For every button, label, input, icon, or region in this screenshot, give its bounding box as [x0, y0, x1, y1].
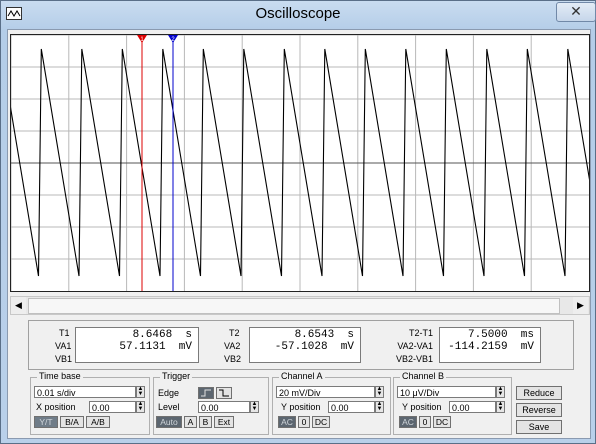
cursor-1-marker-icon	[137, 35, 147, 43]
window-title: Oscilloscope	[255, 5, 341, 22]
edge-label: Edge	[158, 388, 180, 398]
xpos-field[interactable]: 0.00	[89, 401, 136, 413]
readout-box-3: 7.5000 ms -114.2159 mV	[439, 327, 541, 363]
timebase-spin-icon[interactable]: ▲ ▼	[136, 386, 145, 398]
title-bar[interactable]: Oscilloscope ✕	[1, 1, 596, 29]
horizontal-scrollbar[interactable]: ◀ ▶	[10, 296, 590, 315]
timebase-title: Time base	[37, 371, 83, 381]
channel-a-group: Channel A 20 mV/Div ▲ ▼ Y position 0.00 ▲…	[272, 371, 391, 435]
level-field[interactable]: 0.00	[198, 401, 250, 413]
level-label: Level	[158, 402, 180, 412]
channel-b-scale-spin-icon[interactable]: ▲ ▼	[496, 386, 505, 398]
channel-b-dc-button[interactable]: DC	[433, 416, 451, 428]
readout-box-1: 8.6468 s 57.1131 mV	[75, 327, 199, 363]
channel-a-title: Channel A	[279, 371, 325, 381]
t1-value: 8.6468 s	[132, 329, 192, 341]
rising-edge-icon[interactable]	[198, 387, 214, 399]
trigger-auto-button[interactable]: Auto	[156, 416, 182, 428]
falling-edge-icon[interactable]	[216, 387, 232, 399]
channel-b-ypos-spin-icon[interactable]: ▲ ▼	[496, 401, 505, 413]
trigger-a-button[interactable]: A	[184, 416, 197, 428]
va1-value: 57.1131 mV	[119, 341, 192, 353]
channel-a-trace	[0, 48, 596, 277]
va1-label: VA1	[55, 341, 72, 351]
cursor-2-label: 2	[171, 37, 175, 43]
close-button[interactable]: ✕	[556, 2, 596, 22]
dt-value: 7.5000 ms	[467, 329, 534, 341]
t2-label: T2	[229, 328, 240, 338]
t2-t1-label: T2-T1	[408, 328, 433, 338]
channel-b-ypos-label: Y position	[402, 402, 442, 412]
t2-value: 8.6543 s	[294, 329, 354, 341]
reduce-button[interactable]: Reduce	[516, 386, 562, 400]
va2-va1-label: VA2-VA1	[397, 341, 433, 351]
trigger-b-button[interactable]: B	[199, 416, 212, 428]
trigger-group: Trigger Edge Level 0.00 ▲ ▼ Auto A B Ext	[153, 371, 269, 435]
readout-box-2: 8.6543 s -57.1028 mV	[249, 327, 361, 363]
xpos-label: X position	[36, 402, 76, 412]
scroll-right-icon[interactable]: ▶	[573, 297, 588, 314]
channel-a-scale-field[interactable]: 20 mV/Div	[276, 386, 375, 398]
channel-b-zero-button[interactable]: 0	[419, 416, 431, 428]
mode-ab-button[interactable]: A/B	[86, 416, 110, 428]
channel-a-ypos-label: Y position	[281, 402, 321, 412]
cursor-1-label: 1	[140, 37, 144, 43]
channel-a-zero-button[interactable]: 0	[298, 416, 310, 428]
mode-ba-button[interactable]: B/A	[60, 416, 84, 428]
channel-a-ypos-field[interactable]: 0.00	[328, 401, 375, 413]
channel-b-scale-field[interactable]: 10 μV/Div	[397, 386, 496, 398]
timebase-scale-field[interactable]: 0.01 s/div	[34, 386, 136, 398]
xpos-spin-icon[interactable]: ▲ ▼	[136, 401, 145, 413]
vb2-vb1-label: VB2-VB1	[395, 354, 433, 364]
trigger-title: Trigger	[160, 371, 193, 381]
trigger-ext-button[interactable]: Ext	[214, 416, 234, 428]
t1-label: T1	[59, 328, 70, 338]
channel-a-ypos-spin-icon[interactable]: ▲ ▼	[375, 401, 384, 413]
vb2-label: VB2	[224, 354, 242, 364]
channel-b-ac-button[interactable]: AC	[399, 416, 417, 428]
save-button[interactable]: Save	[516, 420, 562, 434]
channel-b-title: Channel B	[400, 371, 447, 381]
channel-b-group: Channel B 10 μV/Div ▲ ▼ Y position 0.00 ▲…	[393, 371, 512, 435]
mode-yt-button[interactable]: Y/T	[34, 416, 58, 428]
va2-value: -57.1028 mV	[274, 341, 354, 353]
scroll-left-icon[interactable]: ◀	[11, 297, 26, 314]
channel-b-ypos-field[interactable]: 0.00	[449, 401, 496, 413]
channel-a-scale-spin-icon[interactable]: ▲ ▼	[375, 386, 384, 398]
close-icon: ✕	[570, 3, 582, 19]
va2-label: VA2	[224, 341, 241, 351]
cursor-2-marker-icon	[168, 35, 178, 43]
oscilloscope-icon[interactable]	[6, 7, 22, 20]
channel-a-ac-button[interactable]: AC	[278, 416, 296, 428]
channel-a-dc-button[interactable]: DC	[312, 416, 330, 428]
reverse-button[interactable]: Reverse	[516, 403, 562, 417]
dva-value: -114.2159 mV	[448, 341, 534, 353]
timebase-group: Time base 0.01 s/div ▲ ▼ X position 0.00 …	[30, 371, 150, 435]
level-spin-icon[interactable]: ▲ ▼	[250, 401, 259, 413]
scroll-thumb[interactable]	[28, 298, 560, 314]
measurement-panel: T1 VA1 VB1 8.6468 s 57.1131 mV T2 VA2 VB…	[28, 320, 574, 370]
vb1-label: VB1	[55, 354, 73, 364]
